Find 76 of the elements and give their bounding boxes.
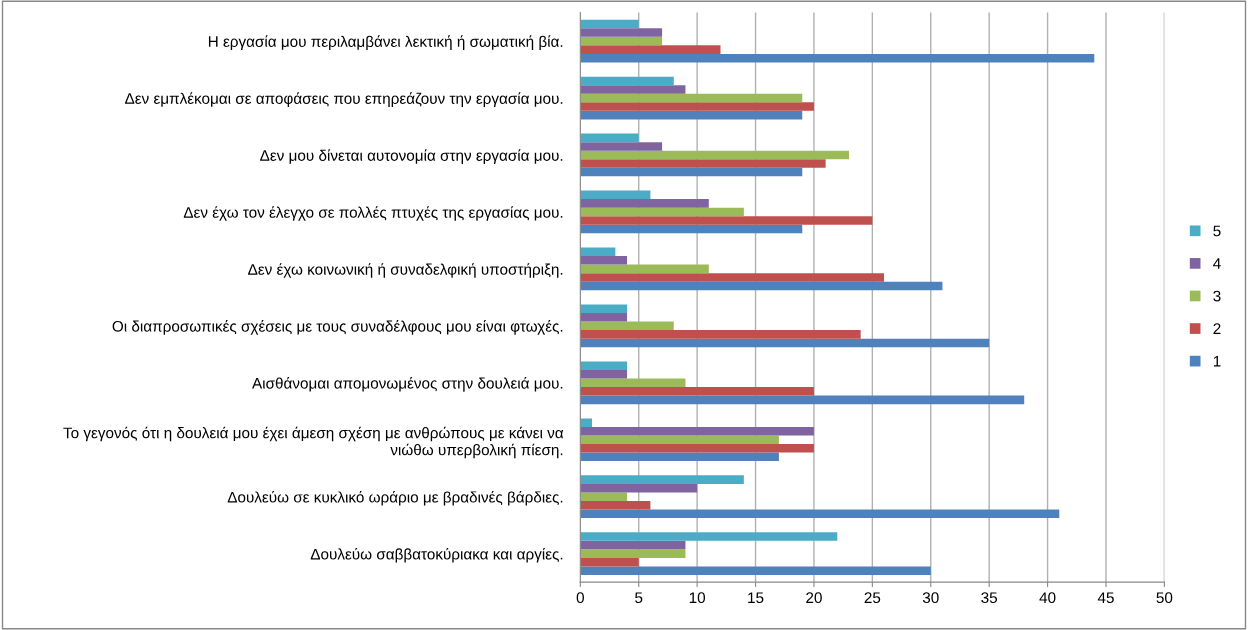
bar xyxy=(580,264,709,274)
x-tick-label: 10 xyxy=(689,592,706,604)
y-tick-label: Δουλεύω σε κυκλικό ωράριο με βραδινές βάρδιες. xyxy=(227,490,563,506)
y-tick-label: Δεν έχω τον έλεγχο σε πολλές πτυχές της εργασίας μου. xyxy=(183,206,563,221)
bar xyxy=(580,509,1060,519)
x-tick-label: 40 xyxy=(1039,592,1056,604)
legend-label: 1 xyxy=(1213,355,1221,367)
x-tick-label: 45 xyxy=(1097,592,1114,604)
bar xyxy=(580,133,639,143)
y-tick-label: Δεν εμπλέκομαι σε αποφάσεις που επηρεάζουν την εργασία μου. xyxy=(125,92,563,107)
legend-label: 2 xyxy=(1213,323,1221,334)
x-tick-label: 50 xyxy=(1156,592,1173,604)
x-tick-label: 30 xyxy=(922,592,939,604)
bar xyxy=(580,549,686,558)
y-tick-label: Το γεγονός ότι η δουλειά μου έχει άμεση σχέση με ανθρώπους με κάνει να νιώθω υπερβολική πίεση. xyxy=(63,426,564,459)
bar xyxy=(580,281,943,291)
y-tick-label: Αισθάνομαι απομονωμένος στην δουλειά μου. xyxy=(252,377,563,392)
x-tick-label: 0 xyxy=(576,592,584,604)
bar xyxy=(580,566,931,575)
bar xyxy=(580,102,814,111)
bar xyxy=(580,247,616,257)
x-tick-label: 5 xyxy=(635,592,643,604)
bar xyxy=(580,76,674,86)
bar xyxy=(580,53,1095,63)
bar xyxy=(580,216,873,225)
bar xyxy=(580,45,721,54)
bar xyxy=(580,532,838,541)
bar xyxy=(580,483,698,493)
bar xyxy=(580,557,639,567)
bar xyxy=(580,256,628,265)
y-tick-label: Δουλεύω σαββατοκύριακα και αργίες. xyxy=(310,547,563,563)
bar xyxy=(580,418,592,427)
bar xyxy=(580,378,686,388)
bar xyxy=(580,500,651,510)
bar xyxy=(580,19,639,29)
bar xyxy=(580,540,686,550)
bar xyxy=(580,395,1025,405)
bar xyxy=(580,36,663,46)
bar xyxy=(580,475,744,484)
bar xyxy=(580,387,814,396)
bar xyxy=(580,110,803,120)
bar xyxy=(580,28,663,37)
bar xyxy=(580,93,803,103)
bar xyxy=(580,313,628,322)
y-tick-label: Η εργασία μου περιλαμβάνει λεκτική ή σωματική βία. xyxy=(208,35,563,50)
bar xyxy=(580,435,779,445)
bar xyxy=(580,426,814,436)
bar xyxy=(580,190,651,200)
bar xyxy=(580,167,803,177)
x-tick-label: 25 xyxy=(864,592,881,604)
x-tick-label: 15 xyxy=(748,592,764,604)
y-tick-label: Δεν μου δίνεται αυτονομία στην εργασία μου. xyxy=(260,149,563,164)
bar xyxy=(580,321,674,331)
bar xyxy=(580,452,779,462)
bar xyxy=(580,369,628,379)
bar xyxy=(580,444,814,453)
bar xyxy=(580,159,826,168)
bar xyxy=(580,361,628,370)
bar xyxy=(580,85,686,94)
bar xyxy=(580,304,628,314)
bar xyxy=(580,492,628,501)
bar xyxy=(580,338,990,348)
legend-label: 3 xyxy=(1213,290,1221,302)
legend-label: 4 xyxy=(1213,258,1221,269)
x-tick-label: 35 xyxy=(981,592,998,604)
legend-label: 5 xyxy=(1213,225,1221,237)
x-tick-label: 20 xyxy=(806,592,822,604)
bar xyxy=(580,273,885,282)
y-tick-label: Δεν έχω κοινωνική ή συναδελφική υποστήριξη. xyxy=(248,263,563,278)
bar xyxy=(580,199,709,208)
bar xyxy=(580,150,849,160)
y-tick-label: Οι διαπροσωπικές σχέσεις με τους συναδέλφους μου είναι φτωχές. xyxy=(112,320,563,335)
bar xyxy=(580,142,663,151)
bar xyxy=(580,330,861,339)
bar xyxy=(580,224,803,234)
bar xyxy=(580,207,744,217)
